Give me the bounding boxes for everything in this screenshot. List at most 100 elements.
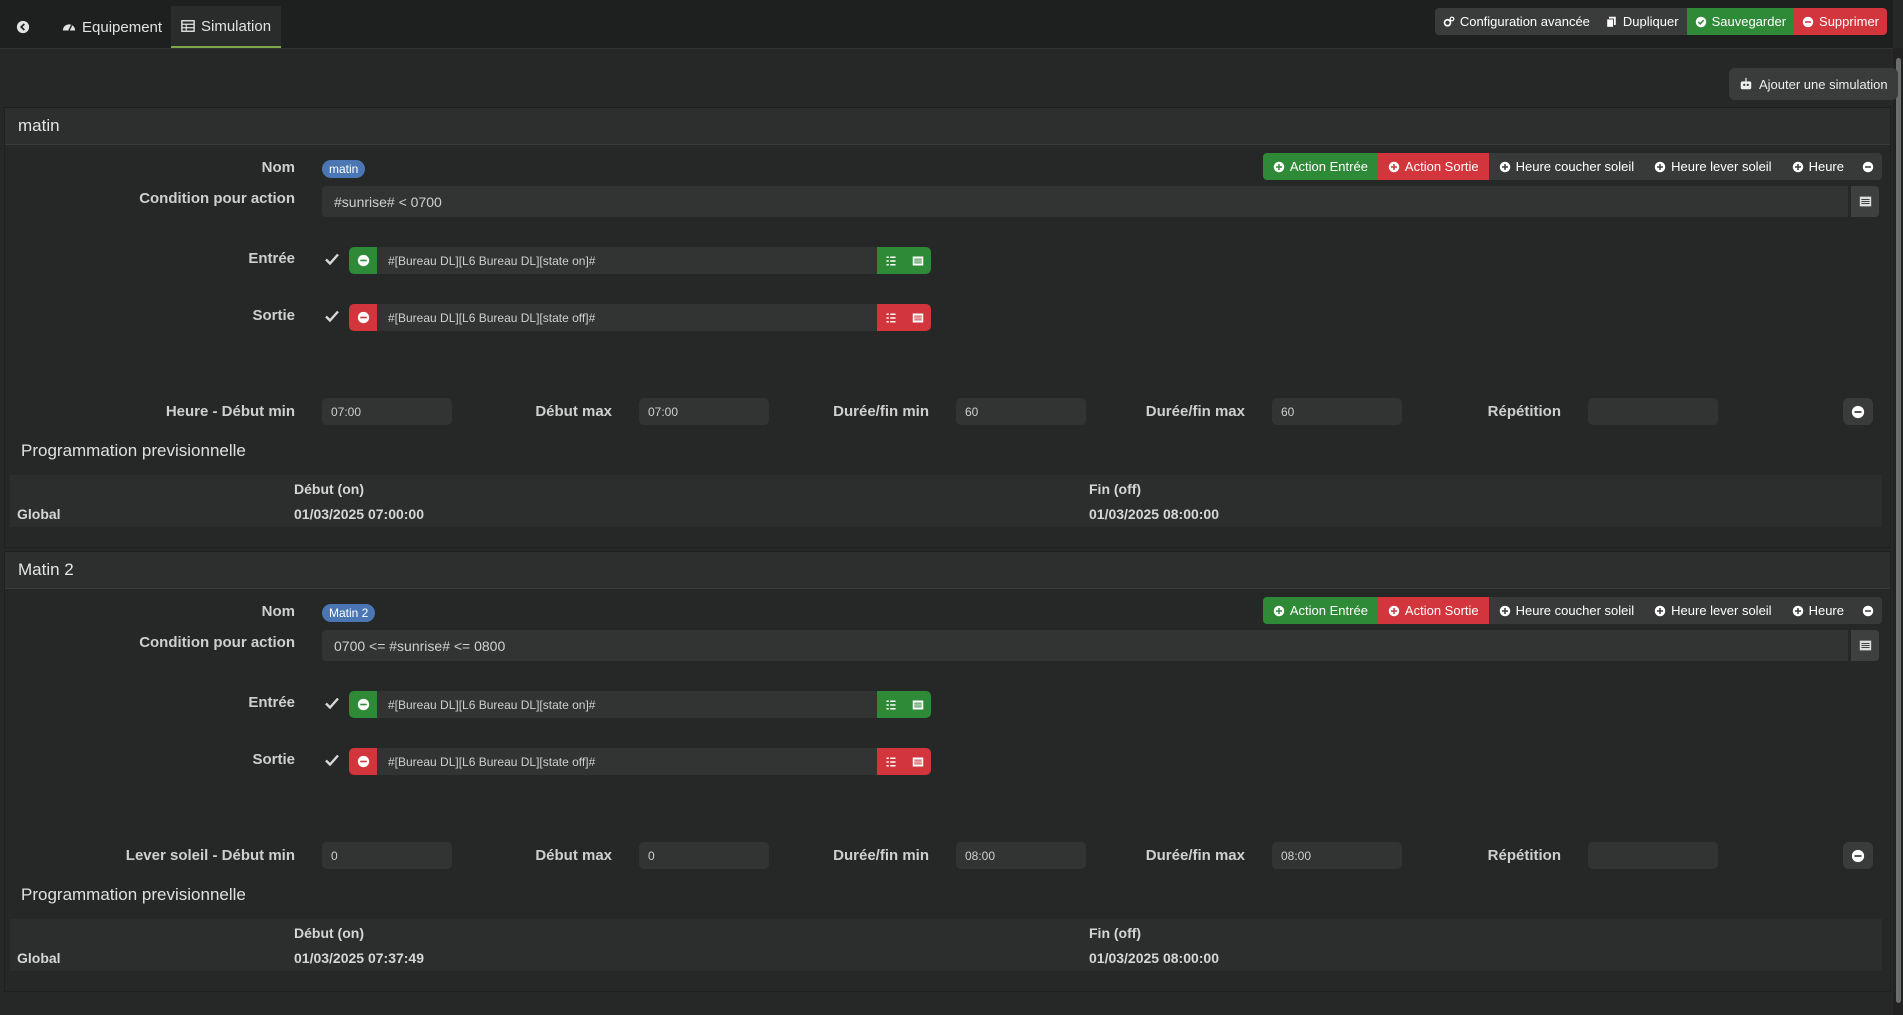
- plus-circle-icon: [1388, 161, 1400, 172]
- sortie-remove-button[interactable]: [349, 748, 377, 775]
- sortie-select-button[interactable]: [904, 304, 931, 331]
- col-debut-header: Début (on): [294, 925, 364, 941]
- duree-max-input[interactable]: 60: [1272, 398, 1402, 425]
- back-button[interactable]: [6, 6, 40, 48]
- plus-circle-icon: [1792, 605, 1803, 616]
- sortie-command-row: #[Bureau DL][L6 Bureau DL][state off]#: [349, 748, 931, 775]
- simulation-name-badge[interactable]: Matin 2: [322, 604, 376, 622]
- nom-label: Nom: [261, 603, 295, 620]
- entree-options-button[interactable]: [877, 691, 904, 718]
- action-entree-button[interactable]: Action Entrée: [1262, 153, 1378, 180]
- plus-circle-icon: [1388, 605, 1400, 616]
- heure-button[interactable]: Heure: [1781, 597, 1854, 624]
- plus-circle-icon: [1273, 161, 1285, 172]
- prog-title: Programmation previsionnelle: [21, 441, 246, 460]
- sortie-enabled-checkbox[interactable]: [324, 752, 340, 768]
- entree-select-button[interactable]: [904, 691, 931, 718]
- simulation-name-badge[interactable]: matin: [322, 160, 366, 178]
- sortie-enabled-checkbox[interactable]: [324, 308, 340, 324]
- entree-enabled-checkbox[interactable]: [324, 251, 340, 267]
- action-entree-button[interactable]: Action Entrée: [1262, 597, 1378, 624]
- table-icon: [181, 20, 195, 32]
- duree-min-input[interactable]: 08:00: [956, 842, 1086, 869]
- list-alt-icon: [912, 313, 923, 322]
- plus-circle-icon: [1792, 161, 1803, 172]
- repetition-input[interactable]: [1588, 842, 1718, 869]
- scrollbar-thumb[interactable]: [1896, 58, 1901, 1003]
- sortie-options-button[interactable]: [877, 304, 904, 331]
- plus-circle-icon: [1499, 605, 1510, 616]
- prog-table: Début (on) Fin (off) Global 01/03/2025 0…: [10, 475, 1882, 527]
- remove-simulation-button[interactable]: [1854, 597, 1882, 624]
- sortie-options-button[interactable]: [877, 748, 904, 775]
- toolbar-actions: Configuration avancée Dupliquer Sauvegar…: [1434, 8, 1887, 35]
- sortie-remove-button[interactable]: [349, 304, 377, 331]
- entree-enabled-checkbox[interactable]: [324, 695, 340, 711]
- entree-options-button[interactable]: [877, 247, 904, 274]
- sortie-select-button[interactable]: [904, 748, 931, 775]
- plus-circle-icon: [1654, 161, 1666, 172]
- entree-command-row: #[Bureau DL][L6 Bureau DL][state on]#: [349, 691, 931, 718]
- entree-remove-button[interactable]: [349, 691, 377, 718]
- heure-coucher-button[interactable]: Heure coucher soleil: [1488, 597, 1645, 624]
- heure-button[interactable]: Heure: [1781, 153, 1854, 180]
- list-alt-icon: [912, 757, 923, 766]
- prog-debut-value: 01/03/2025 07:37:49: [294, 950, 424, 966]
- list-alt-icon: [912, 256, 923, 265]
- save-button[interactable]: Sauvegarder: [1686, 8, 1795, 35]
- debut-max-input[interactable]: 0: [639, 842, 769, 869]
- heure-lever-button[interactable]: Heure lever soleil: [1644, 153, 1782, 180]
- condition-input[interactable]: #sunrise# < 0700: [322, 186, 1848, 217]
- debut-min-input[interactable]: 07:00: [322, 398, 452, 425]
- tasks-icon: [886, 757, 895, 766]
- duplicate-button[interactable]: Dupliquer: [1597, 8, 1687, 35]
- list-alt-icon: [1859, 196, 1871, 207]
- heure-lever-label: Heure lever soleil: [1671, 159, 1772, 174]
- debut-min-input[interactable]: 0: [322, 842, 452, 869]
- prog-title: Programmation previsionnelle: [21, 885, 246, 904]
- repetition-label: Répétition: [1487, 403, 1561, 420]
- debut-max-input[interactable]: 07:00: [639, 398, 769, 425]
- config-button[interactable]: Configuration avancée: [1434, 8, 1598, 35]
- sortie-label: Sortie: [252, 307, 295, 324]
- duree-max-input[interactable]: 08:00: [1272, 842, 1402, 869]
- remove-schedule-button[interactable]: [1843, 398, 1873, 425]
- add-simulation-button[interactable]: Ajouter une simulation: [1729, 68, 1898, 100]
- debut-max-label: Début max: [535, 847, 612, 864]
- action-button-group: Action Entrée Action Sortie Heure couche…: [1262, 153, 1882, 180]
- check-circle-icon: [1695, 16, 1706, 27]
- simulation-panel: matin Nom matin Action Entrée Action Sor…: [4, 107, 1891, 548]
- heure-coucher-button[interactable]: Heure coucher soleil: [1488, 153, 1645, 180]
- tab-equipement[interactable]: Equipement: [52, 6, 172, 48]
- tab-simulation[interactable]: Simulation: [171, 6, 282, 48]
- repetition-input[interactable]: [1588, 398, 1718, 425]
- plus-circle-icon: [1499, 161, 1510, 172]
- sortie-command-input[interactable]: #[Bureau DL][L6 Bureau DL][state off]#: [377, 304, 877, 331]
- action-sortie-button[interactable]: Action Sortie: [1377, 597, 1489, 624]
- minus-circle-icon: [357, 254, 369, 267]
- action-entree-label: Action Entrée: [1289, 603, 1368, 618]
- tasks-icon: [886, 700, 895, 709]
- sortie-command-input[interactable]: #[Bureau DL][L6 Bureau DL][state off]#: [377, 748, 877, 775]
- prog-table: Début (on) Fin (off) Global 01/03/2025 0…: [10, 919, 1882, 971]
- arrow-circle-left-icon: [16, 20, 30, 34]
- entree-command-input[interactable]: #[Bureau DL][L6 Bureau DL][state on]#: [377, 691, 877, 718]
- entree-remove-button[interactable]: [349, 247, 377, 274]
- heure-lever-button[interactable]: Heure lever soleil: [1644, 597, 1782, 624]
- tab-equipement-label: Equipement: [82, 18, 163, 36]
- condition-list-button[interactable]: [1851, 630, 1879, 661]
- sortie-label: Sortie: [252, 751, 295, 768]
- remove-schedule-button[interactable]: [1843, 842, 1873, 869]
- duree-min-input[interactable]: 60: [956, 398, 1086, 425]
- condition-list-button[interactable]: [1851, 186, 1879, 217]
- remove-simulation-button[interactable]: [1854, 153, 1882, 180]
- entree-select-button[interactable]: [904, 247, 931, 274]
- entree-command-input[interactable]: #[Bureau DL][L6 Bureau DL][state on]#: [377, 247, 877, 274]
- sortie-command-row: #[Bureau DL][L6 Bureau DL][state off]#: [349, 304, 931, 331]
- action-sortie-label: Action Sortie: [1404, 159, 1479, 174]
- scrollbar[interactable]: [1893, 48, 1903, 1015]
- action-sortie-button[interactable]: Action Sortie: [1377, 153, 1489, 180]
- condition-label: Condition pour action: [139, 634, 295, 651]
- condition-input[interactable]: 0700 <= #sunrise# <= 0800: [322, 630, 1848, 661]
- delete-button[interactable]: Supprimer: [1794, 8, 1887, 35]
